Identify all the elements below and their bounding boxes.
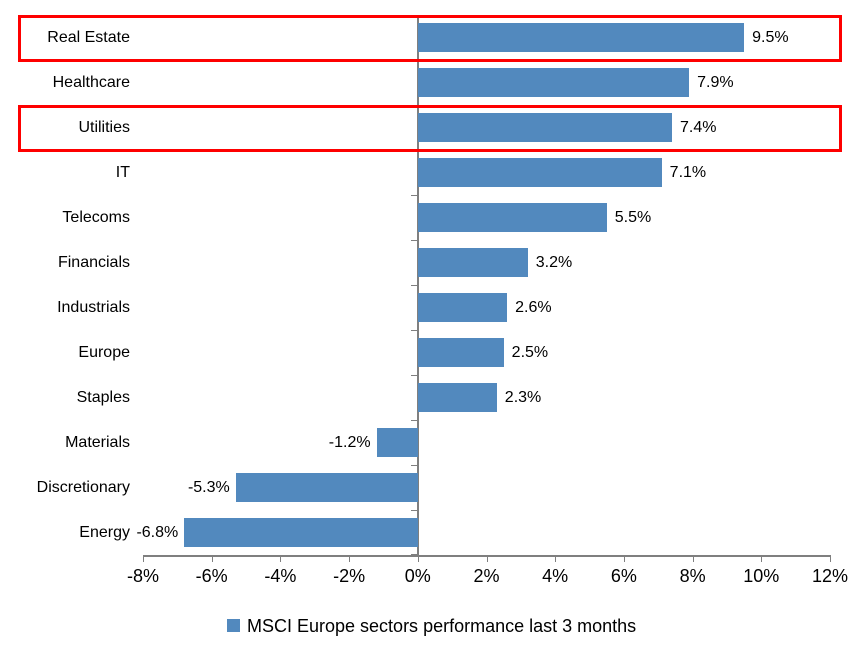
value-label: -5.3% <box>187 479 230 496</box>
category-tick <box>410 330 417 331</box>
value-label: 7.9% <box>697 74 734 91</box>
category-label: Financials <box>57 254 130 271</box>
x-axis-tick-label: 12% <box>811 566 849 586</box>
x-axis-tick <box>486 556 488 562</box>
category-tick <box>410 420 417 421</box>
category-tick <box>410 285 417 286</box>
x-axis-tick-label: -6% <box>195 566 228 586</box>
bar <box>417 338 504 367</box>
legend: MSCI Europe sectors performance last 3 m… <box>227 614 636 638</box>
x-axis-tick <box>143 556 144 562</box>
plot-area: 9.5% 7.9% 7.4% 7.1% 5.5% 3.2% 2.6% 2.5% 2.3% -1.2… <box>136 15 830 555</box>
bar <box>376 428 418 457</box>
highlight-box <box>18 15 842 62</box>
highlight-box <box>18 105 842 152</box>
category-label: IT <box>115 164 130 181</box>
value-label: -6.8% <box>136 524 179 541</box>
x-axis-tick-label: 10% <box>743 566 780 586</box>
value-label: 3.2% <box>535 254 573 271</box>
bar <box>417 113 672 142</box>
x-axis-tick-label: 0% <box>404 566 431 586</box>
category-label: Staples <box>76 389 130 406</box>
bar <box>417 248 528 277</box>
category-tick <box>410 375 417 376</box>
value-label: 7.1% <box>669 164 707 181</box>
category-label: Materials <box>65 434 130 451</box>
bar <box>184 518 418 547</box>
value-label: 5.5% <box>614 209 652 226</box>
value-label: 2.5% <box>511 344 549 361</box>
x-axis-tick <box>211 556 213 562</box>
x-axis-tick <box>623 556 625 562</box>
category-label: Industrials <box>57 299 130 316</box>
x-axis-tick-label: 4% <box>542 566 569 586</box>
value-label: 2.6% <box>515 299 552 316</box>
x-axis-tick <box>555 556 557 562</box>
x-axis-tick-label: 2% <box>473 566 500 586</box>
value-label: 7.4% <box>679 119 717 136</box>
x-axis-tick-label: -2% <box>333 566 366 586</box>
category-tick <box>410 554 417 555</box>
category-label: Real Estate <box>47 29 130 46</box>
x-axis-tick <box>349 556 351 562</box>
bar <box>417 158 662 187</box>
value-label: 9.5% <box>752 29 789 46</box>
x-axis-tick <box>692 556 694 562</box>
zero-axis-line <box>416 15 419 555</box>
bar <box>417 383 497 412</box>
bar <box>235 473 418 502</box>
x-axis-tick-label: -8% <box>126 566 159 586</box>
x-axis-tick <box>761 556 763 562</box>
category-label: Europe <box>78 344 130 361</box>
legend-marker-icon <box>227 619 240 632</box>
category-label: Telecoms <box>62 209 130 226</box>
bar <box>417 293 508 322</box>
category-label: Utilities <box>78 119 130 136</box>
x-axis-tick-label: 6% <box>610 566 637 586</box>
legend-label: MSCI Europe sectors performance last 3 m… <box>247 616 637 636</box>
bar <box>417 23 745 52</box>
value-label: -1.2% <box>328 434 371 451</box>
category-tick <box>410 240 417 241</box>
category-tick <box>410 195 417 196</box>
category-label: Healthcare <box>52 74 130 91</box>
x-axis-tick-label: 8% <box>679 566 706 586</box>
category-tick <box>410 465 417 466</box>
category-label: Discretionary <box>36 479 130 496</box>
category-label: Energy <box>79 524 130 541</box>
bar <box>417 68 690 97</box>
value-label: 2.3% <box>504 389 542 406</box>
category-tick <box>410 510 417 511</box>
x-axis-tick-label: -4% <box>264 566 297 586</box>
x-axis-tick <box>280 556 282 562</box>
x-axis-tick <box>417 556 419 562</box>
x-axis-tick <box>830 556 831 562</box>
bar <box>417 203 607 232</box>
